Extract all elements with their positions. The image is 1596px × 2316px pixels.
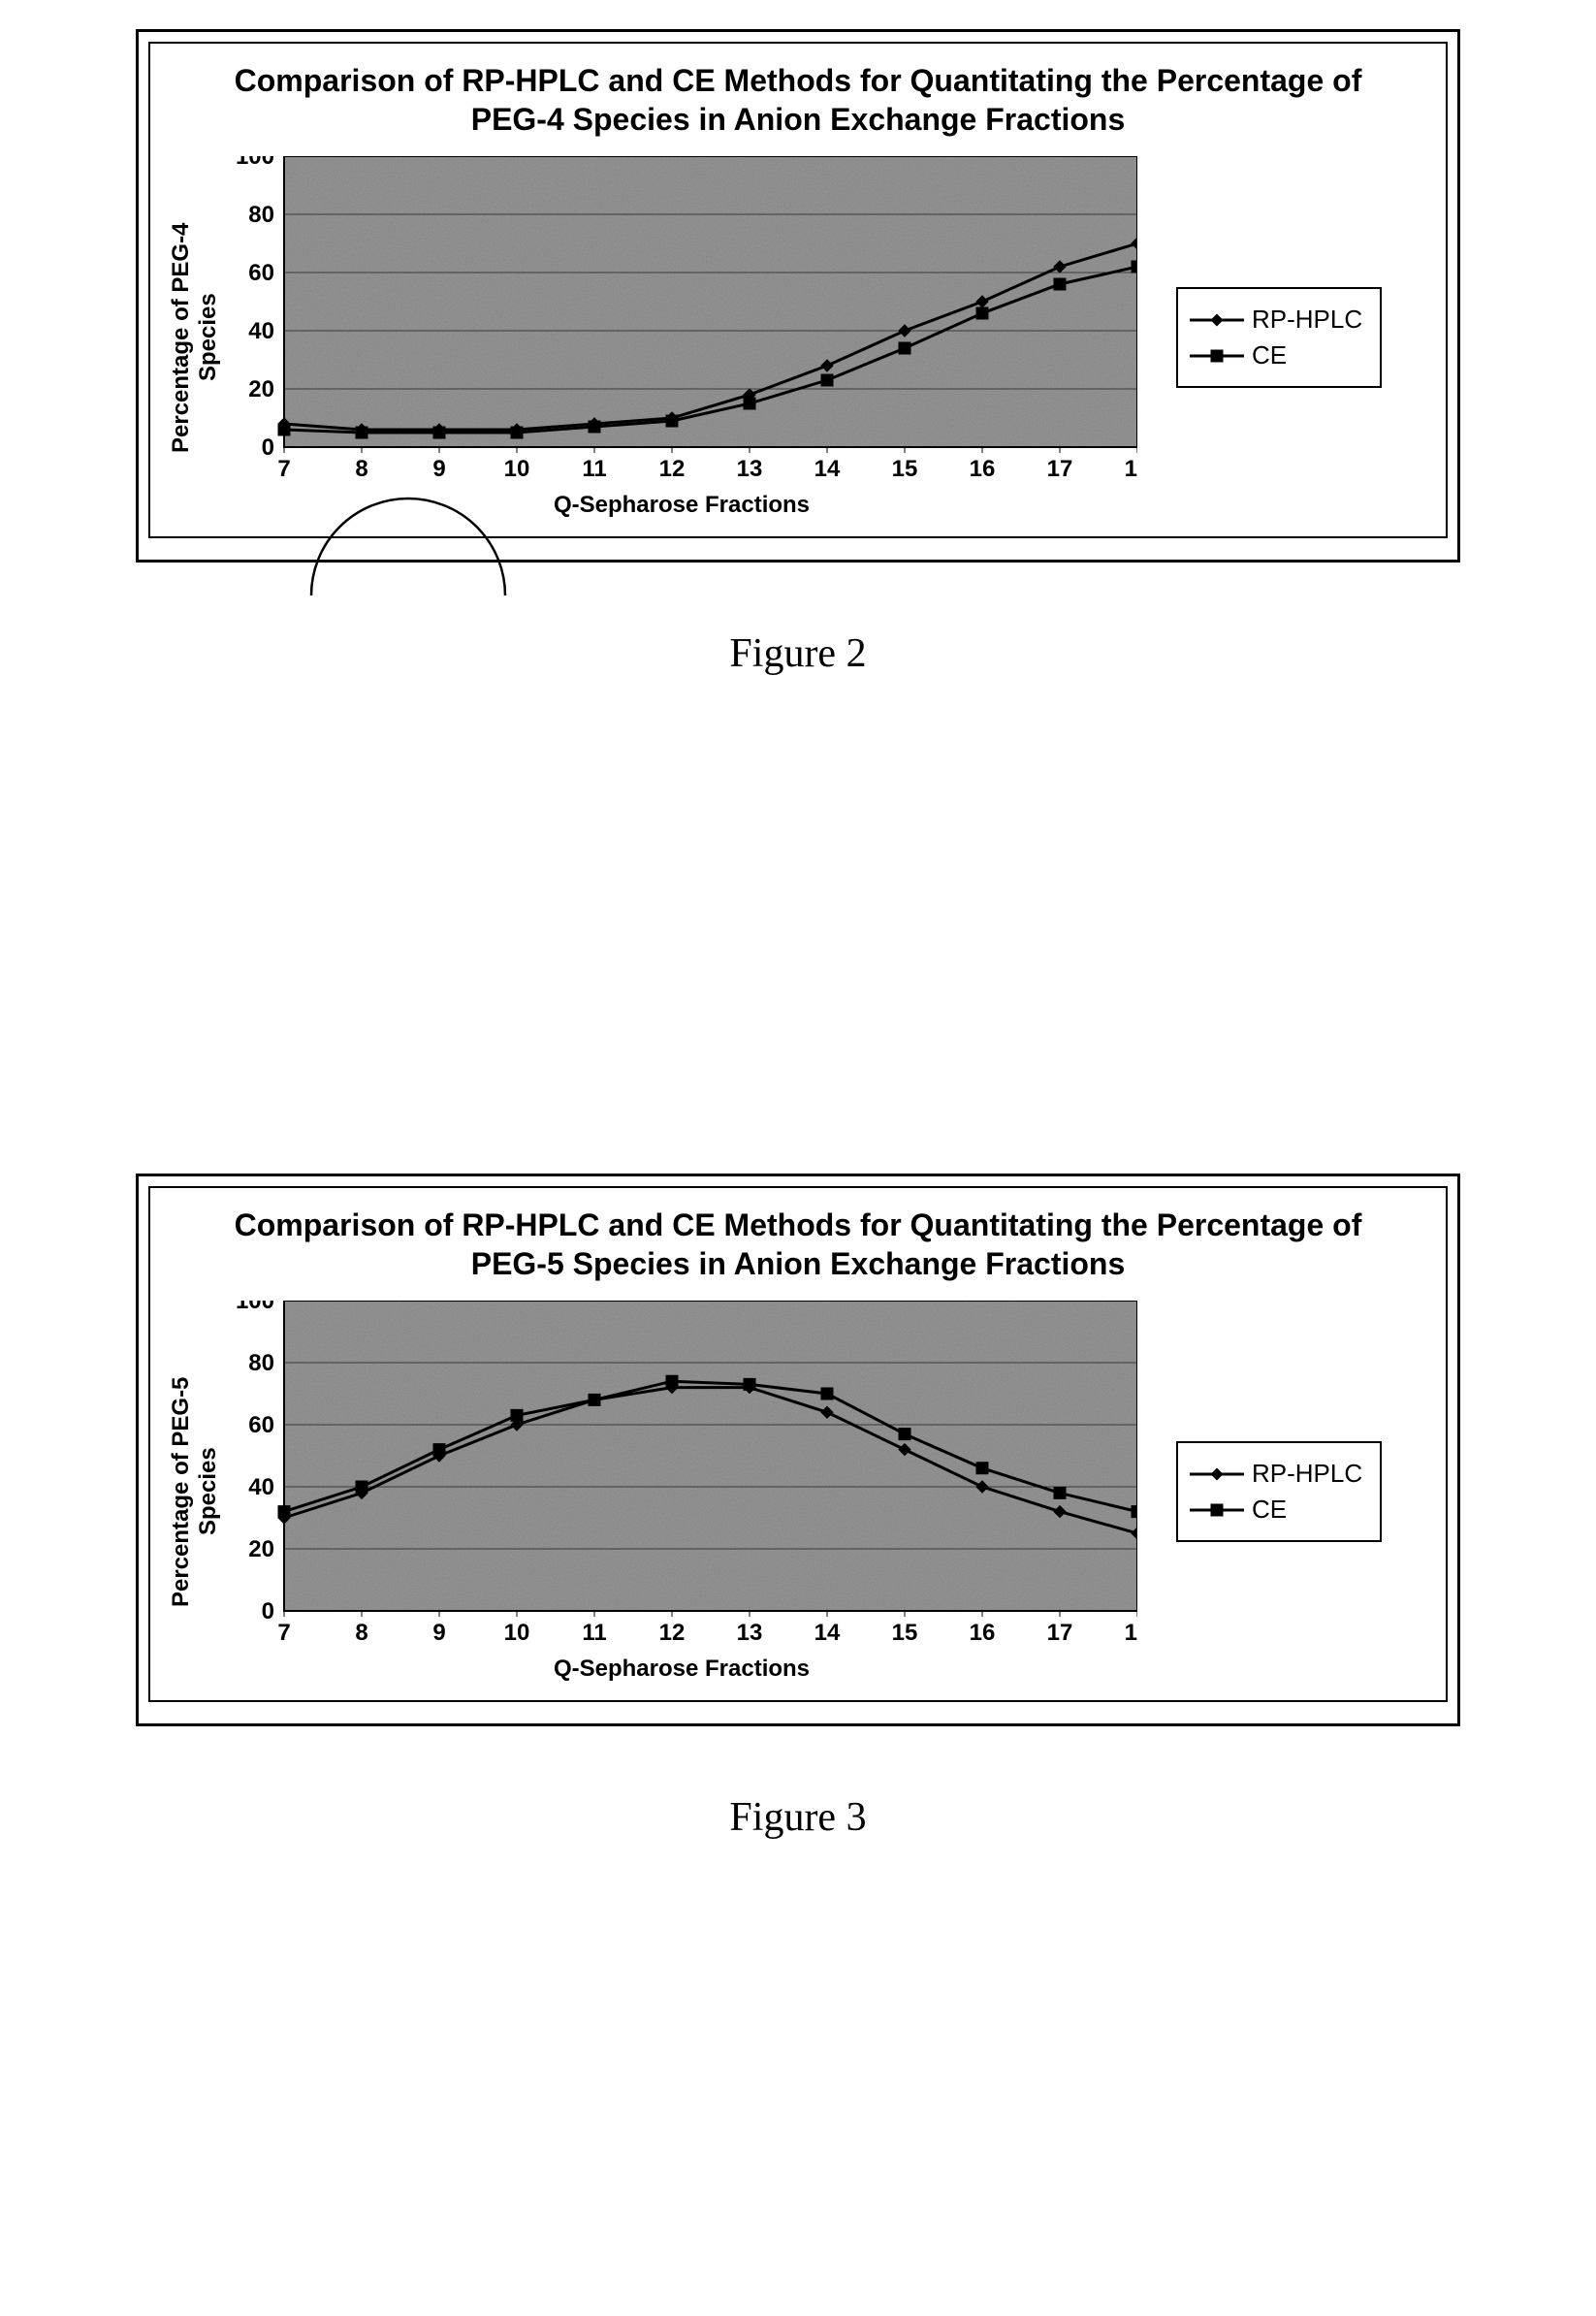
xtick-label: 7	[277, 1620, 290, 1646]
ytick-label: 80	[248, 202, 274, 228]
legend-label: CE	[1252, 1495, 1287, 1525]
legend-item: CE	[1188, 1495, 1362, 1525]
plot-svg: 0 20 40 60 80 100 7 8 9 10 11 12 13 14 15 16 17 18	[226, 1301, 1137, 1650]
series-marker	[511, 427, 523, 438]
series-marker	[899, 1429, 910, 1440]
figure-caption: Figure 3	[136, 1794, 1460, 1841]
series-marker	[744, 398, 755, 409]
chart-title: Comparison of RP-HPLC and CE Methods for…	[193, 1206, 1403, 1283]
xtick-label: 10	[504, 1620, 530, 1646]
figure-block: Comparison of RP-HPLC and CE Methods for…	[136, 29, 1460, 677]
outer-frame: Comparison of RP-HPLC and CE Methods for…	[136, 1174, 1460, 1726]
plot-svg: 0 20 40 60 80 100 7 8 9 10 11 12 13 14 15 16 17 18	[226, 156, 1137, 486]
series-marker	[976, 1463, 988, 1474]
outer-frame: Comparison of RP-HPLC and CE Methods for…	[136, 29, 1460, 563]
ytick-label: 100	[236, 1301, 274, 1314]
xtick-label: 8	[355, 1620, 367, 1646]
xtick-label: 15	[892, 456, 918, 482]
ytick-label: 40	[248, 318, 274, 344]
xtick-label: 13	[737, 1620, 763, 1646]
xtick-label: 7	[277, 456, 290, 482]
ytick-label: 20	[248, 1536, 274, 1562]
series-marker	[899, 342, 910, 354]
legend-label: RP-HPLC	[1252, 305, 1362, 335]
series-marker	[1132, 261, 1137, 273]
decorative-arc	[306, 494, 510, 600]
legend-item: RP-HPLC	[1188, 1459, 1362, 1489]
inner-frame: Comparison of RP-HPLC and CE Methods for…	[148, 42, 1448, 538]
xtick-label: 11	[582, 1620, 606, 1646]
series-marker	[1054, 1487, 1066, 1498]
series-marker	[666, 1375, 678, 1387]
ytick-label: 0	[262, 1598, 274, 1624]
series-marker	[433, 1444, 445, 1456]
series-marker	[744, 1378, 755, 1390]
xtick-label: 13	[737, 456, 763, 482]
ytick-label: 0	[262, 434, 274, 461]
ytick-label: 60	[248, 1412, 274, 1438]
plot-wrap: 0 20 40 60 80 100 7 8 9 10 11 12 13 14 15 16 17 18 Q-Sepha…	[226, 1301, 1137, 1683]
xtick-label: 11	[582, 456, 606, 482]
legend-item: CE	[1188, 340, 1362, 370]
ytick-label: 80	[248, 1350, 274, 1376]
series-marker	[589, 421, 600, 433]
xtick-label: 18	[1125, 1620, 1137, 1646]
series-marker	[278, 424, 290, 435]
xtick-label: 14	[814, 456, 841, 482]
inner-frame: Comparison of RP-HPLC and CE Methods for…	[148, 1186, 1448, 1702]
xtick-label: 10	[504, 456, 530, 482]
x-axis-label: Q-Sepharose Fractions	[226, 1656, 1137, 1683]
xtick-label: 9	[432, 1620, 445, 1646]
figure-block: Comparison of RP-HPLC and CE Methods for…	[136, 1174, 1460, 1841]
series-marker	[356, 427, 367, 438]
xtick-label: 9	[432, 456, 445, 482]
y-axis-label: Percentage of PEG-4 Species	[164, 192, 226, 483]
xtick-label: 16	[970, 456, 996, 482]
ytick-label: 40	[248, 1474, 274, 1500]
xtick-label: 17	[1047, 456, 1073, 482]
chart-row: Percentage of PEG-4 Species 0 20 40 60 80 100 7…	[164, 156, 1432, 519]
series-marker	[1054, 278, 1066, 290]
series-marker	[589, 1394, 600, 1405]
xtick-label: 18	[1125, 456, 1137, 482]
legend-item: RP-HPLC	[1188, 305, 1362, 335]
xtick-label: 16	[970, 1620, 996, 1646]
plot-wrap: 020406080100789101112131415161718Q-Sepha…	[226, 156, 1137, 519]
series-marker	[356, 1481, 367, 1493]
series-marker	[1132, 1506, 1137, 1518]
xtick-label: 12	[659, 456, 686, 482]
series-marker	[511, 1409, 523, 1421]
figure-caption: Figure 2	[136, 630, 1460, 677]
ytick-label: 20	[248, 376, 274, 402]
legend: RP-HPLC CE	[1176, 287, 1382, 388]
chart-title: Comparison of RP-HPLC and CE Methods for…	[193, 61, 1403, 139]
series-marker	[976, 307, 988, 319]
xtick-label: 17	[1047, 1620, 1073, 1646]
legend: RP-HPLC CE	[1176, 1441, 1382, 1542]
y-axis-label: Percentage of PEG-5 Species	[164, 1336, 226, 1647]
series-marker	[666, 415, 678, 427]
series-marker	[821, 1388, 833, 1399]
xtick-label: 12	[659, 1620, 686, 1646]
ytick-label: 100	[236, 156, 274, 170]
xtick-label: 8	[355, 456, 367, 482]
ytick-label: 60	[248, 260, 274, 286]
legend-label: CE	[1252, 340, 1287, 370]
series-marker	[278, 1506, 290, 1518]
legend-label: RP-HPLC	[1252, 1459, 1362, 1489]
legend-swatch	[1188, 345, 1246, 367]
legend-swatch	[1188, 1499, 1246, 1521]
xtick-label: 14	[814, 1620, 841, 1646]
xtick-label: 15	[892, 1620, 918, 1646]
series-marker	[433, 427, 445, 438]
legend-swatch	[1188, 309, 1246, 331]
legend-swatch	[1188, 1464, 1246, 1485]
series-marker	[821, 374, 833, 386]
chart-row: Percentage of PEG-5 Species 0 20 40 60 80 100 7…	[164, 1301, 1432, 1683]
